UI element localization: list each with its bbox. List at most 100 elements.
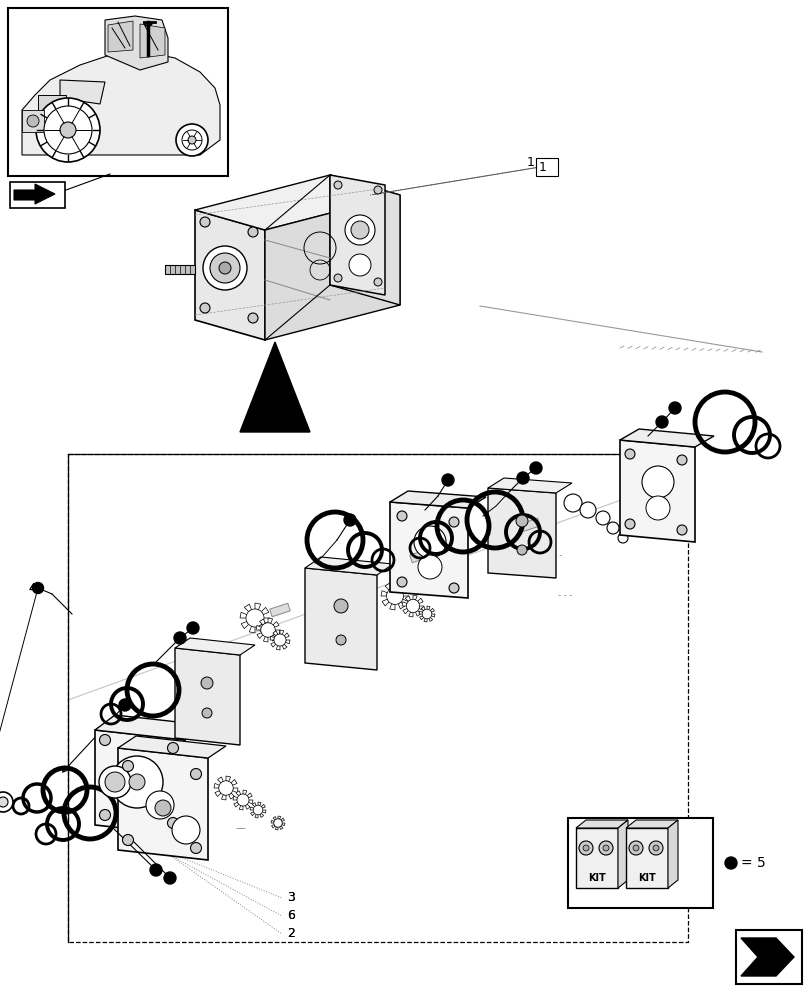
Circle shape	[515, 515, 527, 527]
Circle shape	[595, 511, 609, 525]
Polygon shape	[251, 812, 255, 816]
Polygon shape	[160, 792, 165, 798]
Circle shape	[374, 278, 381, 286]
Circle shape	[579, 502, 595, 518]
Polygon shape	[316, 611, 325, 618]
Text: 1: 1	[539, 161, 547, 174]
Polygon shape	[329, 175, 400, 305]
Text: KIT: KIT	[587, 873, 605, 883]
Polygon shape	[401, 602, 406, 606]
Polygon shape	[245, 804, 250, 809]
Polygon shape	[221, 795, 225, 800]
Polygon shape	[264, 195, 400, 340]
Polygon shape	[177, 818, 182, 824]
Polygon shape	[415, 611, 420, 616]
Polygon shape	[408, 612, 413, 617]
Polygon shape	[247, 793, 252, 798]
Polygon shape	[239, 806, 242, 810]
Polygon shape	[260, 619, 265, 625]
Polygon shape	[131, 762, 137, 768]
Polygon shape	[217, 692, 225, 701]
Polygon shape	[305, 557, 393, 575]
Polygon shape	[341, 581, 347, 589]
Circle shape	[336, 635, 345, 645]
Polygon shape	[95, 715, 204, 740]
Polygon shape	[504, 543, 510, 550]
Polygon shape	[413, 595, 417, 600]
Polygon shape	[345, 622, 353, 630]
Circle shape	[105, 772, 125, 792]
Polygon shape	[530, 530, 539, 539]
Circle shape	[564, 494, 581, 512]
Circle shape	[187, 622, 199, 634]
Circle shape	[174, 632, 186, 644]
Text: 1: 1	[526, 156, 534, 169]
Bar	[8, 8, 228, 176]
Circle shape	[129, 774, 145, 790]
Polygon shape	[275, 827, 277, 830]
Polygon shape	[500, 526, 508, 534]
Polygon shape	[276, 646, 280, 650]
Polygon shape	[191, 821, 198, 827]
Circle shape	[145, 790, 181, 826]
Polygon shape	[282, 644, 287, 649]
Polygon shape	[240, 342, 310, 432]
Circle shape	[36, 98, 100, 162]
Polygon shape	[319, 588, 328, 597]
Circle shape	[100, 734, 110, 746]
Text: 2: 2	[286, 927, 294, 940]
Bar	[735, 930, 801, 984]
Circle shape	[260, 623, 275, 637]
Circle shape	[345, 215, 375, 245]
Polygon shape	[233, 788, 238, 793]
Circle shape	[167, 817, 178, 828]
Polygon shape	[335, 622, 341, 628]
Polygon shape	[175, 648, 240, 745]
Circle shape	[599, 841, 612, 855]
Circle shape	[517, 545, 526, 555]
Polygon shape	[530, 538, 537, 545]
Bar	[38, 95, 66, 135]
Polygon shape	[410, 549, 430, 563]
Polygon shape	[200, 724, 207, 730]
Circle shape	[652, 845, 659, 851]
Circle shape	[0, 792, 13, 812]
Polygon shape	[625, 820, 677, 828]
Polygon shape	[207, 698, 213, 705]
Polygon shape	[281, 823, 285, 826]
Polygon shape	[487, 488, 556, 578]
Polygon shape	[147, 800, 152, 805]
Polygon shape	[323, 634, 328, 640]
Polygon shape	[185, 676, 191, 683]
Polygon shape	[270, 636, 274, 640]
Polygon shape	[269, 603, 290, 617]
Polygon shape	[178, 793, 187, 802]
Polygon shape	[740, 938, 793, 976]
Polygon shape	[231, 780, 237, 785]
Polygon shape	[118, 787, 125, 794]
Polygon shape	[190, 706, 195, 713]
Polygon shape	[519, 518, 539, 532]
Polygon shape	[189, 665, 197, 674]
Circle shape	[617, 533, 627, 543]
Circle shape	[152, 797, 168, 813]
Circle shape	[172, 816, 200, 844]
Polygon shape	[207, 696, 213, 702]
Circle shape	[676, 525, 686, 535]
Circle shape	[422, 609, 431, 619]
Polygon shape	[279, 826, 282, 829]
Circle shape	[642, 466, 673, 498]
Bar	[22, 110, 44, 132]
Circle shape	[200, 217, 210, 227]
Polygon shape	[14, 184, 55, 204]
Polygon shape	[236, 791, 240, 796]
Polygon shape	[521, 536, 528, 543]
Circle shape	[176, 124, 208, 156]
Polygon shape	[272, 631, 277, 636]
Polygon shape	[358, 606, 366, 612]
Polygon shape	[225, 776, 230, 781]
Circle shape	[122, 760, 133, 772]
Polygon shape	[137, 796, 143, 802]
Polygon shape	[537, 521, 543, 528]
Circle shape	[99, 766, 131, 798]
